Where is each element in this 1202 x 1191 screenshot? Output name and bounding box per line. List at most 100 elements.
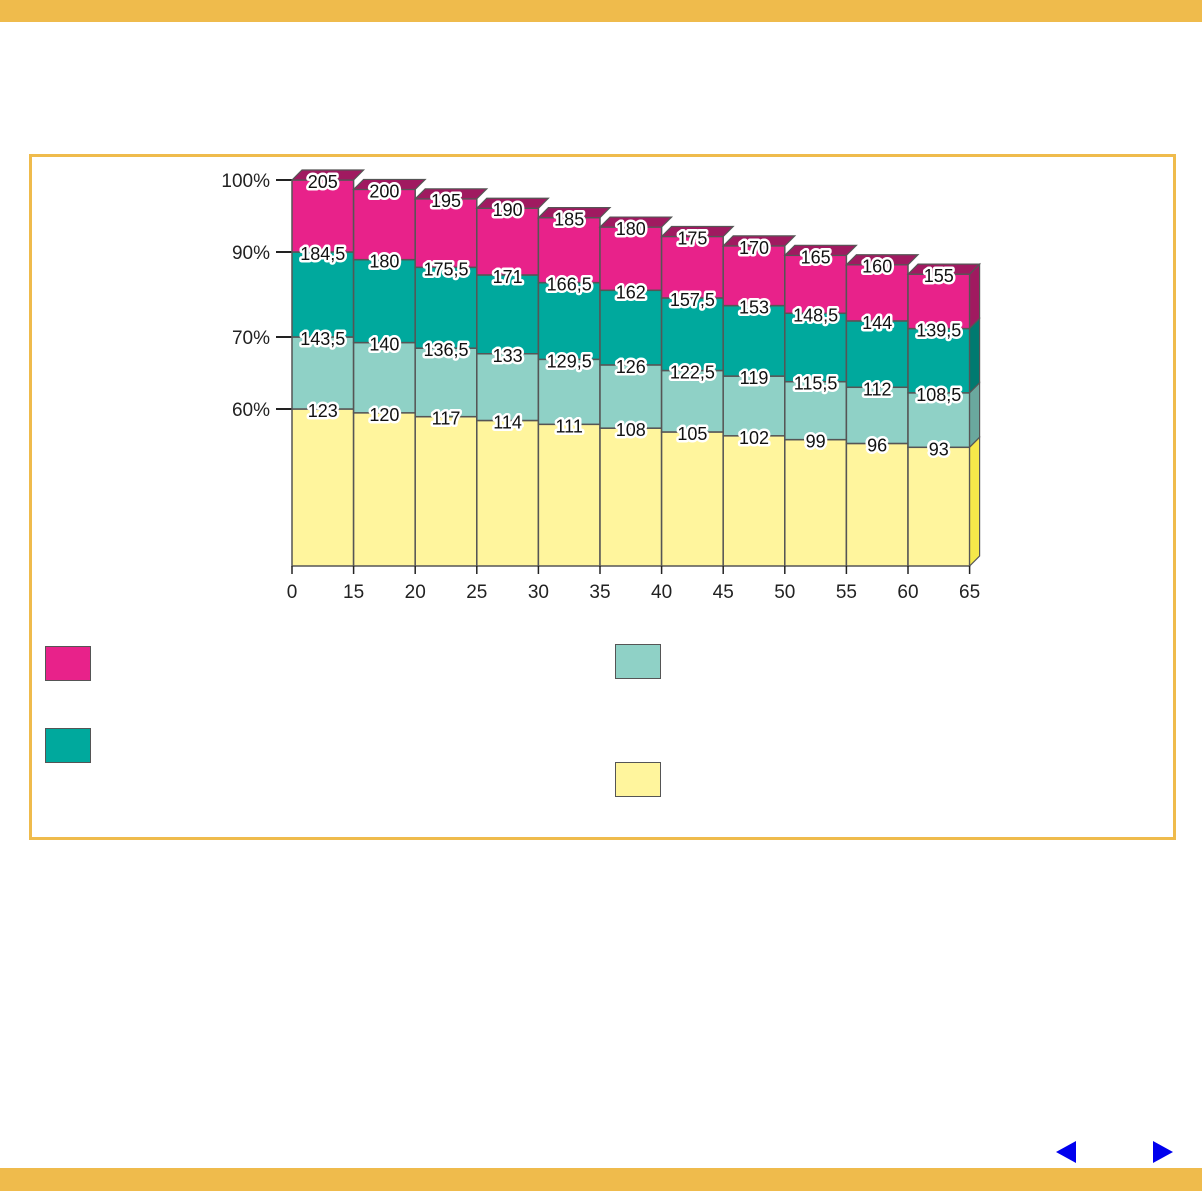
bar-top-face [598,216,674,228]
x-tick-label: 65 [959,582,980,603]
bar-segment [845,442,909,567]
bar-top-face [475,197,550,209]
bar-segment [599,364,663,429]
data-label: 175,5 [423,259,468,279]
x-tick-label: 30 [528,582,549,603]
data-label: 102 [739,428,769,448]
data-label: 184,5 [300,244,345,264]
data-label: 153 [739,298,769,318]
bar-segment [476,274,540,355]
bar-top-face [413,188,489,200]
data-label: 136,5 [423,340,468,360]
x-tick-label: 20 [405,582,426,603]
data-label: 105 [677,424,707,444]
data-label: 170 [739,238,769,258]
bar-segment [599,226,663,292]
bar-side-face [968,262,981,331]
bar-top-face [783,244,858,256]
bar-top-face [536,207,612,219]
bar-side-face [968,435,981,568]
data-label: 155 [924,266,954,286]
prev-arrow-icon[interactable] [1056,1141,1076,1163]
data-label: 99 [806,432,826,452]
data-label: 108 [616,420,646,440]
data-label: 115,5 [794,374,838,394]
data-label: 195 [431,191,461,211]
data-label: 148,5 [793,305,838,325]
data-label: 200 [369,181,399,201]
bar-top-face [352,178,427,191]
data-label: 108,5 [916,385,961,405]
bar-segment [722,435,786,567]
bar-segment [291,408,355,567]
bar-segment [599,289,663,366]
x-tick-label: 40 [651,582,672,603]
bar-segment [352,258,416,344]
data-label: 112 [863,379,892,399]
legend-swatch-60 [615,762,661,797]
bar-segment [476,419,540,567]
chart-frame [29,154,1176,840]
legend-swatch-100 [45,646,91,681]
bar-segment [291,179,355,253]
data-label: 185 [554,210,584,230]
bar-segment [352,188,416,261]
x-tick-label: 25 [466,582,487,603]
data-label: 93 [929,439,949,459]
bar-segment [476,207,540,276]
legend-swatch-90 [45,728,91,763]
bar-segment [784,438,848,567]
data-label: 119 [740,368,769,388]
data-label: 126 [616,357,646,377]
data-label: 160 [862,257,892,277]
data-label: 133 [493,346,523,366]
data-label: 166,5 [547,275,592,295]
x-tick-label: 35 [589,582,610,603]
data-label: 144 [862,313,892,333]
bar-segment [784,312,848,383]
y-tick-label: 90% [232,243,270,264]
x-tick-label: 60 [897,582,918,603]
data-label: 139,5 [916,321,961,341]
data-label: 143,5 [300,329,345,349]
bar-segment [722,245,786,307]
data-label: 171 [493,267,523,287]
y-tick-label: 60% [232,400,270,421]
data-label: 205 [308,172,338,192]
data-label: 122,5 [670,363,715,383]
data-label: 157,5 [670,290,715,310]
data-label: 140 [369,335,399,355]
x-tick-label: 0 [287,582,298,603]
data-label: 129,5 [547,351,592,371]
data-label: 180 [369,252,399,272]
x-tick-label: 50 [774,582,795,603]
x-tick-label: 55 [836,582,857,603]
bar-top-face [660,225,735,238]
x-tick-label: 15 [343,582,364,603]
data-label: 117 [432,409,461,429]
data-label: 175 [677,228,707,248]
bar-segment [722,375,786,437]
data-label: 180 [616,219,646,239]
bar-segment [537,423,601,567]
bar-segment [599,427,663,567]
bar-segment [660,431,724,567]
x-tick-label: 45 [713,582,734,603]
bar-top-face [290,169,366,181]
bar-segment [414,415,478,567]
data-label: 111 [556,416,583,436]
legend-swatch-70 [615,644,661,679]
bar-segment [414,266,478,349]
bar-segment [845,320,909,389]
data-label: 120 [369,405,399,425]
data-label: 165 [801,247,831,267]
data-label: 162 [616,282,646,302]
bar-segment [291,251,355,338]
y-tick-label: 70% [232,328,270,349]
bar-side-face [968,381,981,449]
bar-top-face [844,254,920,266]
next-arrow-icon[interactable] [1153,1141,1173,1163]
bar-segment [660,297,724,372]
data-label: 190 [493,200,523,220]
